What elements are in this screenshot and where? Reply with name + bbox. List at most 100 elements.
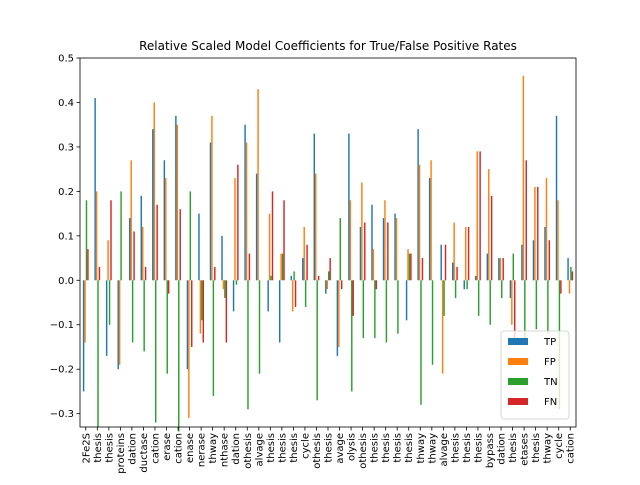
chart-title: Relative Scaled Model Coefficients for T… xyxy=(139,39,517,53)
x-tick-label: thesis xyxy=(324,433,335,463)
bar-tn xyxy=(351,280,352,391)
bar-tn xyxy=(224,280,225,298)
bar-tp xyxy=(256,174,257,281)
bar-fn xyxy=(353,280,354,316)
bar-fn xyxy=(226,280,227,342)
bar-tp xyxy=(544,227,545,280)
bar-fp xyxy=(280,254,281,281)
bar-tp xyxy=(348,134,349,281)
x-tick-label: cycle xyxy=(300,433,311,459)
bar-tp xyxy=(83,280,84,391)
bar-fp xyxy=(569,280,570,293)
bar-fp xyxy=(419,165,420,281)
bar-fn xyxy=(133,231,134,280)
bar-tp xyxy=(233,280,234,311)
bar-fn xyxy=(214,267,215,280)
bar-fn xyxy=(376,280,377,289)
bar-tp xyxy=(371,205,372,281)
bar-tp xyxy=(325,280,326,293)
bar-fn xyxy=(445,245,446,281)
bar-tp xyxy=(117,280,118,369)
bar-fp xyxy=(384,200,385,280)
bar-tn xyxy=(513,254,514,281)
bar-tn xyxy=(466,280,467,289)
bar-tn xyxy=(340,218,341,280)
x-tick-label: thesis xyxy=(462,433,473,463)
bar-tn xyxy=(420,280,421,404)
bar-fn xyxy=(572,271,573,280)
bar-tn xyxy=(386,280,387,342)
bar-tn xyxy=(167,280,168,373)
bar-fn xyxy=(491,196,492,280)
bar-fp xyxy=(292,280,293,311)
x-tick-label: 2Fe2S xyxy=(81,433,92,463)
bar-tn xyxy=(570,267,571,280)
x-tick-label: proteins xyxy=(116,433,127,474)
y-tick-label: 0.5 xyxy=(58,54,74,65)
bar-tp xyxy=(175,116,176,280)
bar-fp xyxy=(396,218,397,280)
bar-fp xyxy=(234,178,235,280)
bar-fp xyxy=(303,227,304,280)
bar-tp xyxy=(291,276,292,280)
bar-fp xyxy=(523,76,524,281)
x-tick-label: alvage xyxy=(439,433,450,466)
bar-fp xyxy=(211,116,212,280)
bar-tp xyxy=(337,280,338,356)
bar-fn xyxy=(422,258,423,280)
legend-swatch-tn xyxy=(508,378,528,385)
bar-fp xyxy=(200,280,201,333)
bar-tn xyxy=(259,280,260,373)
bar-fp xyxy=(142,227,143,280)
bar-fn xyxy=(168,280,169,293)
y-tick-label: −0.1 xyxy=(50,320,74,331)
legend-swatch-fn xyxy=(508,398,528,405)
x-tick-label: avage xyxy=(335,433,346,464)
x-tick-label: thesis xyxy=(370,433,381,463)
bar-tn xyxy=(536,280,537,329)
bar-tn xyxy=(363,280,364,338)
bar-tn xyxy=(236,280,237,284)
legend-swatch-fp xyxy=(508,358,528,365)
bar-fn xyxy=(364,222,365,280)
bar-tn xyxy=(97,280,98,427)
bar-tn xyxy=(109,280,110,324)
x-tick-label: bypass xyxy=(485,433,496,468)
bar-tp xyxy=(498,258,499,280)
x-tick-label: thesis xyxy=(289,433,300,463)
x-tick-label: thesis xyxy=(473,433,484,463)
bar-fp xyxy=(315,174,316,281)
y-tick-label: −0.3 xyxy=(50,409,74,420)
bar-fn xyxy=(191,280,192,347)
x-tick-label: othesis xyxy=(358,433,369,469)
bar-tn xyxy=(489,280,490,324)
bar-tp xyxy=(475,276,476,280)
legend-label-fn: FN xyxy=(544,397,557,408)
bar-fp xyxy=(96,191,97,280)
x-tick-label: dation xyxy=(497,433,508,465)
y-tick-label: 0.0 xyxy=(58,276,74,287)
bar-tn xyxy=(178,280,179,431)
bar-fn xyxy=(179,209,180,280)
x-tick-label: othesis xyxy=(243,433,254,469)
bar-fp xyxy=(246,142,247,280)
bar-tp xyxy=(267,280,268,311)
bar-fn xyxy=(537,187,538,280)
x-tick-label: thesis xyxy=(381,433,392,463)
x-tick-label: dation xyxy=(231,433,242,465)
legend-label-fp: FP xyxy=(544,357,556,368)
bar-fn xyxy=(318,276,319,280)
bar-fp xyxy=(130,160,131,280)
bar-fn xyxy=(145,267,146,280)
x-tick-label: thway xyxy=(208,433,219,464)
bar-fn xyxy=(203,280,204,342)
bar-fp xyxy=(511,280,512,324)
bar-fp xyxy=(338,280,339,347)
x-tick-label: olysis xyxy=(347,433,358,461)
bar-tp xyxy=(106,280,107,356)
bar-fn xyxy=(549,240,550,280)
bar-tn xyxy=(432,280,433,364)
bar-fp xyxy=(534,187,535,280)
x-tick-label: alvage xyxy=(254,433,265,466)
x-tick-label: etases xyxy=(520,433,531,466)
